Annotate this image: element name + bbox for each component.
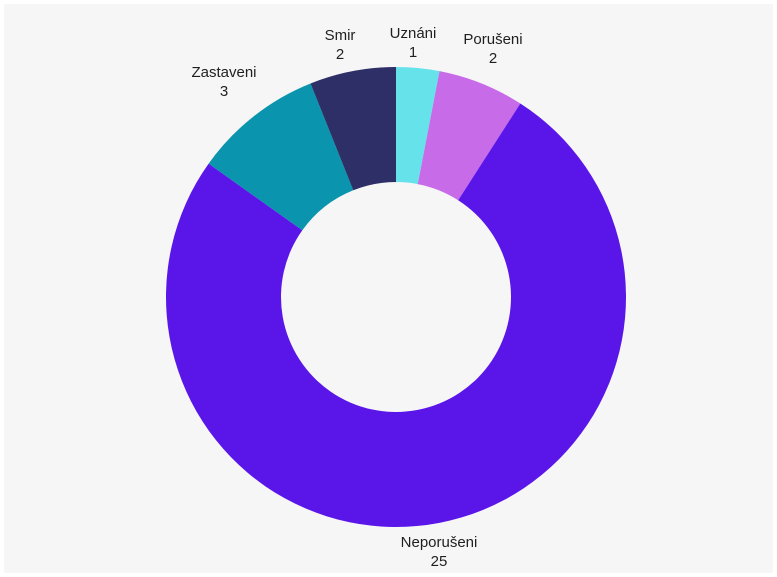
slice-label-value: 25 [431, 553, 448, 570]
slice-label-name: Smir [325, 27, 356, 44]
slice-label-name: Uznáni [390, 25, 437, 42]
slice-label-value: 1 [409, 44, 417, 61]
labels-group: Uznáni 1 Porušeni 2 Neporušeni 25 Zastaveni 3 Sm… [191, 25, 522, 570]
slice-zastaveni [208, 83, 354, 231]
slice-porušeni [417, 71, 521, 201]
slice-neporušeni [166, 103, 627, 527]
slice-label-name: Porušeni [463, 31, 522, 48]
slice-label-value: 2 [336, 46, 344, 63]
slice-label-value: 3 [220, 83, 228, 100]
slice-label-value: 2 [489, 50, 497, 67]
slice-uznáni [396, 67, 440, 185]
slice-label-name: Zastaveni [191, 64, 256, 81]
slices-group [166, 67, 627, 527]
slice-smir [310, 67, 396, 191]
slice-label-name: Neporušeni [401, 534, 478, 551]
